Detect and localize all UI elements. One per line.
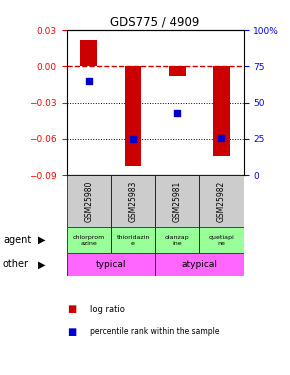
Bar [111, 227, 155, 253]
Text: ■: ■ [67, 304, 76, 314]
Text: olanzap
ine: olanzap ine [165, 235, 190, 246]
Bar [155, 253, 244, 276]
Bar [125, 66, 142, 166]
Bar [80, 40, 97, 66]
Bar [67, 175, 111, 227]
Title: GDS775 / 4909: GDS775 / 4909 [110, 16, 200, 29]
Bar [213, 66, 230, 156]
Bar [169, 66, 186, 76]
Text: other: other [3, 260, 29, 269]
Bar [67, 227, 111, 253]
Text: ▶: ▶ [38, 235, 46, 245]
Text: ▶: ▶ [38, 260, 46, 269]
Point [219, 135, 224, 141]
Text: GSM25981: GSM25981 [173, 181, 182, 222]
Text: agent: agent [3, 235, 31, 245]
Point [131, 136, 135, 142]
Bar [155, 175, 199, 227]
Text: GSM25980: GSM25980 [84, 180, 93, 222]
Point [86, 78, 91, 84]
Text: thioridazin
e: thioridazin e [116, 235, 150, 246]
Text: ■: ■ [67, 327, 76, 337]
Bar [67, 253, 155, 276]
Text: atypical: atypical [181, 260, 218, 269]
Text: typical: typical [96, 260, 126, 269]
Text: percentile rank within the sample: percentile rank within the sample [90, 327, 220, 336]
Text: GSM25983: GSM25983 [128, 180, 137, 222]
Point [175, 110, 180, 116]
Text: GSM25982: GSM25982 [217, 181, 226, 222]
Text: chlorprom
azine: chlorprom azine [73, 235, 105, 246]
Bar [200, 227, 244, 253]
Text: log ratio: log ratio [90, 305, 125, 314]
Bar [200, 175, 244, 227]
Text: quetiapi
ne: quetiapi ne [209, 235, 234, 246]
Bar [111, 175, 155, 227]
Bar [155, 227, 199, 253]
